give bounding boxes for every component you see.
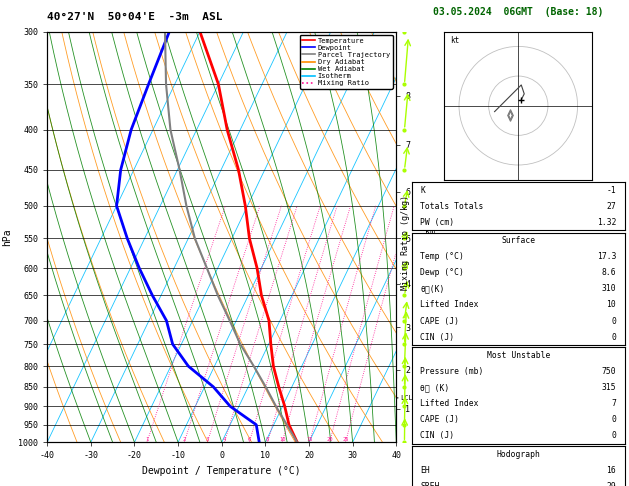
Text: Lifted Index: Lifted Index	[421, 399, 479, 408]
Text: PW (cm): PW (cm)	[421, 218, 455, 227]
Text: Temp (°C): Temp (°C)	[421, 252, 464, 261]
Text: 10: 10	[606, 300, 616, 310]
Text: -1: -1	[606, 186, 616, 195]
Text: 6: 6	[248, 437, 251, 442]
Y-axis label: km
ASL: km ASL	[422, 227, 437, 246]
Text: Dewp (°C): Dewp (°C)	[421, 268, 464, 278]
Text: CIN (J): CIN (J)	[421, 431, 455, 440]
Text: 40°27'N  50°04'E  -3m  ASL: 40°27'N 50°04'E -3m ASL	[47, 12, 223, 22]
Text: θᴇ(K): θᴇ(K)	[421, 284, 445, 294]
Text: Lifted Index: Lifted Index	[421, 300, 479, 310]
Text: 03.05.2024  06GMT  (Base: 18): 03.05.2024 06GMT (Base: 18)	[433, 7, 603, 17]
Text: 20: 20	[326, 437, 333, 442]
Text: 3: 3	[206, 437, 209, 442]
Text: 750: 750	[601, 367, 616, 376]
Text: θᴇ (K): θᴇ (K)	[421, 383, 450, 392]
Text: EH: EH	[421, 466, 430, 475]
Text: Hodograph: Hodograph	[496, 450, 540, 459]
Text: 0: 0	[611, 316, 616, 326]
Text: 7: 7	[611, 399, 616, 408]
Text: kt: kt	[450, 36, 459, 46]
Text: 29: 29	[606, 482, 616, 486]
Text: 1: 1	[145, 437, 148, 442]
Text: CIN (J): CIN (J)	[421, 332, 455, 342]
Text: 17.3: 17.3	[596, 252, 616, 261]
Text: 0: 0	[611, 431, 616, 440]
Text: 8: 8	[266, 437, 269, 442]
Text: SREH: SREH	[421, 482, 440, 486]
Text: 1.32: 1.32	[596, 218, 616, 227]
X-axis label: Dewpoint / Temperature (°C): Dewpoint / Temperature (°C)	[142, 466, 301, 476]
Text: Surface: Surface	[501, 236, 535, 245]
Text: LCL: LCL	[400, 395, 413, 401]
Legend: Temperature, Dewpoint, Parcel Trajectory, Dry Adiabat, Wet Adiabat, Isotherm, Mi: Temperature, Dewpoint, Parcel Trajectory…	[299, 35, 392, 89]
Text: Most Unstable: Most Unstable	[487, 351, 550, 360]
Text: K: K	[421, 186, 425, 195]
Text: 0: 0	[611, 332, 616, 342]
Text: CAPE (J): CAPE (J)	[421, 415, 460, 424]
Y-axis label: hPa: hPa	[3, 228, 13, 246]
Text: 310: 310	[601, 284, 616, 294]
Text: 315: 315	[601, 383, 616, 392]
Text: Mixing Ratio (g/kg): Mixing Ratio (g/kg)	[401, 195, 410, 291]
Text: 27: 27	[606, 202, 616, 211]
Text: 0: 0	[611, 415, 616, 424]
Text: CAPE (J): CAPE (J)	[421, 316, 460, 326]
Text: 10: 10	[279, 437, 286, 442]
Text: Totals Totals: Totals Totals	[421, 202, 484, 211]
Text: 16: 16	[606, 466, 616, 475]
Text: 4: 4	[223, 437, 226, 442]
Text: 2: 2	[182, 437, 186, 442]
Text: Pressure (mb): Pressure (mb)	[421, 367, 484, 376]
Text: 15: 15	[306, 437, 313, 442]
Text: 25: 25	[342, 437, 349, 442]
Text: 8.6: 8.6	[601, 268, 616, 278]
